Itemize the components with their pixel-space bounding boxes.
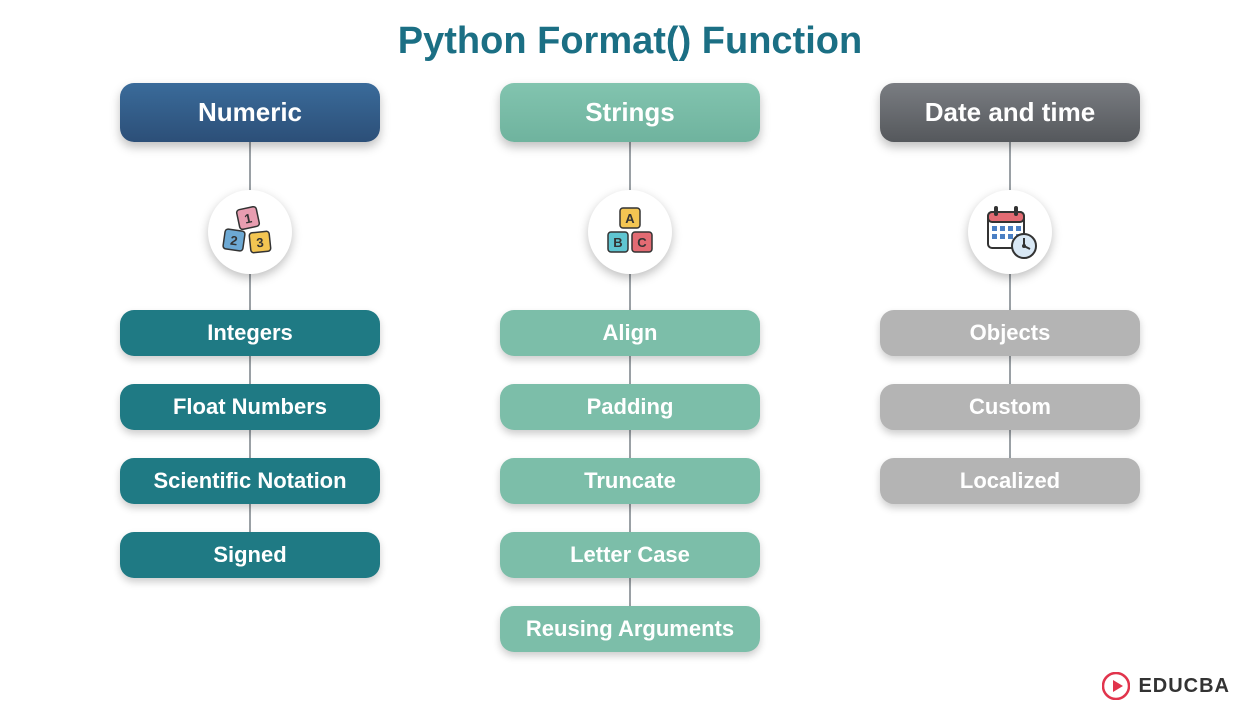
svg-text:C: C xyxy=(637,235,647,250)
datetime-items: Objects Custom Localized xyxy=(860,310,1160,504)
item-objects: Objects xyxy=(880,310,1140,356)
educba-logo-icon xyxy=(1102,672,1130,700)
header-numeric: Numeric xyxy=(120,83,380,142)
svg-text:A: A xyxy=(625,211,635,226)
numeric-items: Integers Float Numbers Scientific Notati… xyxy=(100,310,400,578)
page-title: Python Format() Function xyxy=(0,20,1260,63)
columns-container: Numeric 1 2 3 Integers Float Numbers xyxy=(0,83,1260,652)
strings-icon: A B C xyxy=(588,190,672,274)
watermark-text: EDUCBA xyxy=(1138,675,1230,698)
svg-text:B: B xyxy=(613,235,622,250)
item-align: Align xyxy=(500,310,760,356)
datetime-icon xyxy=(968,190,1052,274)
item-localized: Localized xyxy=(880,458,1140,504)
column-strings: Strings A B C Align Padding Truncate xyxy=(480,83,780,652)
header-date-time: Date and time xyxy=(880,83,1140,142)
item-padding: Padding xyxy=(500,384,760,430)
item-truncate: Truncate xyxy=(500,458,760,504)
numeric-icon: 1 2 3 xyxy=(208,190,292,274)
item-integers: Integers xyxy=(120,310,380,356)
column-date-time: Date and time Objects Custom Localized xyxy=(860,83,1160,652)
strings-items: Align Padding Truncate Letter Case Reusi… xyxy=(480,310,780,652)
header-strings: Strings xyxy=(500,83,760,142)
item-custom: Custom xyxy=(880,384,1140,430)
item-float-numbers: Float Numbers xyxy=(120,384,380,430)
item-signed: Signed xyxy=(120,532,380,578)
item-scientific-notation: Scientific Notation xyxy=(120,458,380,504)
item-letter-case: Letter Case xyxy=(500,532,760,578)
watermark: EDUCBA xyxy=(1102,672,1230,700)
column-numeric: Numeric 1 2 3 Integers Float Numbers xyxy=(100,83,400,652)
item-reusing-arguments: Reusing Arguments xyxy=(500,606,760,652)
svg-text:3: 3 xyxy=(256,235,265,251)
